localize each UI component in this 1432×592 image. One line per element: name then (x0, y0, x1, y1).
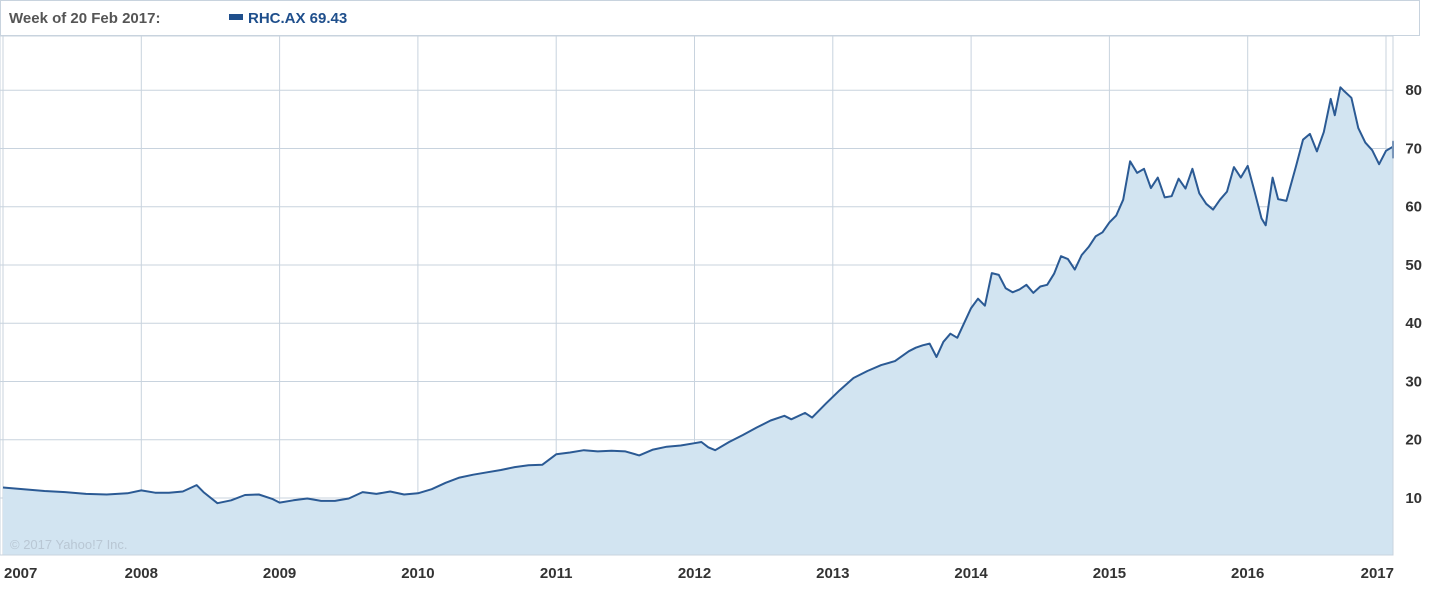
copyright-text: © 2017 Yahoo!7 Inc. (10, 537, 128, 552)
y-tick-label-20: 20 (1405, 432, 1422, 449)
x-tick-label-2008: 2008 (125, 565, 158, 582)
x-tick-label-2013: 2013 (816, 565, 849, 582)
series-legend[interactable]: RHC.AX 69.43 (229, 10, 347, 27)
y-tick-label-40: 40 (1405, 315, 1422, 332)
y-tick-label-70: 70 (1405, 140, 1422, 157)
x-axis-ticks: 2007 2008 2009 2010 2011 2012 2013 2014 2015 2016… (4, 565, 1394, 582)
plot-border (0, 35, 1394, 556)
y-tick-label-50: 50 (1405, 257, 1422, 274)
y-tick-label-80: 80 (1405, 82, 1422, 99)
series-legend-label: RHC.AX 69.43 (248, 10, 348, 27)
legend-swatch (229, 14, 243, 21)
chart-header: Week of 20 Feb 2017: RHC.AX 69.43 (0, 0, 1420, 36)
y-tick-label-30: 30 (1405, 373, 1422, 390)
x-tick-label-2010: 2010 (401, 565, 434, 582)
week-label: Week of 20 Feb 2017: (9, 10, 161, 27)
x-tick-label-2014: 2014 (954, 565, 988, 582)
x-tick-label-2016: 2016 (1231, 565, 1264, 582)
y-tick-label-10: 10 (1405, 490, 1422, 507)
y-tick-label-60: 60 (1405, 199, 1422, 216)
x-tick-label-2009: 2009 (263, 565, 296, 582)
price-area (3, 87, 1393, 556)
price-line[interactable] (2, 86, 1394, 505)
y-axis-ticks: 10 20 30 40 50 60 70 80 (1405, 82, 1422, 507)
x-tick-label-2007: 2007 (4, 565, 37, 582)
x-tick-label-2011: 2011 (540, 565, 573, 582)
x-tick-label-2012: 2012 (678, 565, 711, 582)
x-tick-label-2017: 2017 (1361, 565, 1394, 582)
x-tick-label-2015: 2015 (1093, 565, 1126, 582)
